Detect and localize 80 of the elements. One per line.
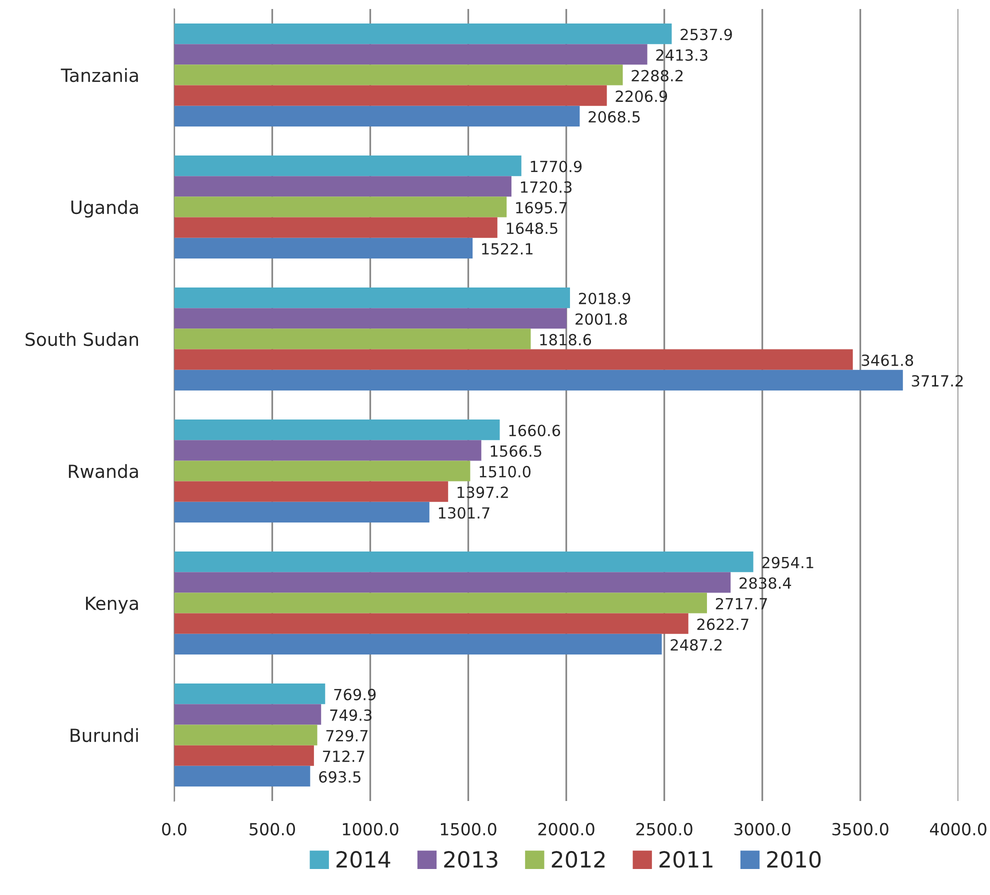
x-tick-label: 3000.0 xyxy=(734,822,790,836)
data-label: 693.5 xyxy=(319,771,360,783)
data-label: 2838.4 xyxy=(740,577,792,589)
data-label: 2537.9 xyxy=(680,28,732,40)
data-label: 712.7 xyxy=(323,750,364,762)
bar xyxy=(174,308,567,329)
y-tick-label: Uganda xyxy=(71,200,138,218)
data-label: 2288.2 xyxy=(632,70,683,82)
bar xyxy=(174,592,707,614)
bar xyxy=(174,328,531,350)
x-tick-label: 0.0 xyxy=(162,822,186,836)
x-tick-label: 1500.0 xyxy=(440,822,496,836)
data-label: 729.7 xyxy=(326,730,368,742)
x-tick-label: 500.0 xyxy=(250,822,295,836)
y-tick-label: Burundi xyxy=(70,728,138,742)
bar xyxy=(174,502,430,522)
data-label: 2622.7 xyxy=(697,618,748,630)
bar xyxy=(174,440,482,461)
data-label: 749.3 xyxy=(330,709,372,721)
bar xyxy=(174,613,688,634)
data-label: 769.9 xyxy=(334,688,376,700)
data-label: 1648.5 xyxy=(506,222,558,234)
bar xyxy=(174,64,623,86)
data-label: 2954.1 xyxy=(762,556,814,568)
data-label: 1301.7 xyxy=(438,507,490,519)
data-label: 1397.2 xyxy=(458,486,508,498)
bar xyxy=(174,745,314,766)
bar xyxy=(174,460,470,482)
y-tick-label: Tanzania xyxy=(60,68,138,82)
x-tick-label: 2500.0 xyxy=(636,822,692,836)
data-label: 3461.8 xyxy=(862,354,914,366)
legend-label: 2011 xyxy=(660,851,712,868)
bar xyxy=(174,370,903,390)
bar xyxy=(174,481,448,502)
data-label: 1818.6 xyxy=(540,334,592,346)
legend-label: 2014 xyxy=(336,851,390,868)
data-label: 2001.8 xyxy=(576,313,627,325)
bar xyxy=(174,217,498,238)
legend-label: 2013 xyxy=(444,851,498,868)
data-label: 1510.0 xyxy=(480,466,531,478)
y-tick-label: South Sudan xyxy=(26,332,138,346)
data-label: 2206.9 xyxy=(616,90,668,102)
legend-label: 2012 xyxy=(552,851,605,868)
bar xyxy=(174,155,522,176)
data-label: 3717.2 xyxy=(912,375,963,387)
bar xyxy=(174,23,672,44)
bar xyxy=(174,704,322,725)
data-label: 2018.9 xyxy=(578,292,630,304)
y-tick-label: Kenya xyxy=(86,596,138,614)
data-label: 1695.7 xyxy=(516,202,567,214)
x-tick-label: 2000.0 xyxy=(538,822,594,836)
bar xyxy=(174,684,326,704)
bar xyxy=(174,349,853,370)
data-label: 1566.5 xyxy=(490,445,542,457)
y-tick-label: Rwanda xyxy=(68,464,138,478)
data-label: 1522.1 xyxy=(482,243,532,255)
bar xyxy=(174,106,580,126)
bar xyxy=(174,724,318,746)
bar xyxy=(174,766,310,787)
data-label: 2068.5 xyxy=(588,111,640,123)
bar xyxy=(174,44,648,65)
bar xyxy=(174,85,607,106)
bar xyxy=(174,238,473,258)
data-label: 1720.3 xyxy=(520,181,572,193)
bar xyxy=(174,287,570,308)
legend-label: 2010 xyxy=(767,851,821,868)
data-label: 2717.7 xyxy=(716,598,767,610)
bar xyxy=(174,420,500,440)
bar xyxy=(174,196,507,218)
data-label: 2487.2 xyxy=(670,639,722,651)
x-tick-label: 4000.0 xyxy=(930,822,986,836)
x-tick-label: 3500.0 xyxy=(832,822,888,836)
bar xyxy=(174,552,754,572)
x-tick-label: 1000.0 xyxy=(342,822,398,836)
bar xyxy=(174,176,512,197)
data-label: 1770.9 xyxy=(530,160,582,172)
data-label: 1660.6 xyxy=(509,424,560,436)
bar xyxy=(174,572,731,593)
bar xyxy=(174,634,662,654)
data-label: 2413.3 xyxy=(656,49,708,61)
